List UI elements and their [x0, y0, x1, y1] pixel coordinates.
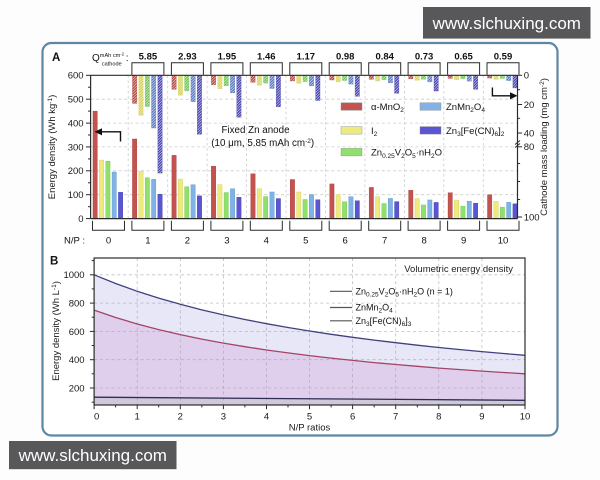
- svg-text:0: 0: [524, 71, 529, 82]
- svg-text:400: 400: [68, 119, 84, 130]
- svg-text:N/P :: N/P :: [64, 236, 85, 247]
- svg-text:300: 300: [68, 142, 84, 153]
- svg-text:9: 9: [461, 236, 466, 247]
- svg-text:Energy density (Wh L-1): Energy density (Wh L-1): [51, 281, 62, 381]
- svg-text:4: 4: [264, 236, 269, 247]
- svg-text:0.65: 0.65: [454, 52, 473, 63]
- svg-text:5: 5: [307, 411, 312, 422]
- svg-text:Cathode mass loading (mg cm-2): Cathode mass loading (mg cm-2): [539, 78, 550, 216]
- svg-text:Energy density (Wh kg-1): Energy density (Wh kg-1): [47, 95, 58, 200]
- svg-text:1: 1: [145, 236, 150, 247]
- svg-text:80: 80: [524, 142, 535, 153]
- svg-text:Zn3[Fe(CN)6]3: Zn3[Fe(CN)6]3: [356, 316, 412, 328]
- svg-text:ZnMn2O4: ZnMn2O4: [356, 303, 394, 315]
- svg-text:2: 2: [185, 236, 190, 247]
- svg-text:I2: I2: [371, 126, 378, 138]
- svg-text:20: 20: [524, 100, 535, 111]
- svg-text:5: 5: [303, 236, 308, 247]
- svg-text:6: 6: [350, 411, 355, 422]
- svg-text:1000: 1000: [63, 270, 84, 281]
- svg-text:B: B: [50, 256, 58, 268]
- svg-text:0.59: 0.59: [494, 52, 513, 63]
- svg-text:Fixed Zn anode: Fixed Zn anode: [221, 125, 290, 136]
- svg-text:600: 600: [69, 327, 85, 338]
- svg-text:1.17: 1.17: [297, 52, 316, 63]
- svg-text:3: 3: [221, 411, 226, 422]
- svg-text:100: 100: [68, 190, 84, 201]
- svg-text:Zn0.25V2O5·nH2O (n = 1): Zn0.25V2O5·nH2O (n = 1): [356, 286, 453, 298]
- svg-text:100: 100: [524, 212, 540, 223]
- svg-text:200: 200: [69, 383, 85, 394]
- svg-text:2: 2: [178, 411, 183, 422]
- svg-text:Zn3[Fe(CN)6]2: Zn3[Fe(CN)6]2: [446, 126, 505, 138]
- svg-text:N/P ratios: N/P ratios: [289, 423, 331, 434]
- svg-text:6: 6: [343, 236, 348, 247]
- svg-text:www.slchuxing.com: www.slchuxing.com: [18, 446, 167, 465]
- svg-text:www.slchuxing.com: www.slchuxing.com: [432, 14, 581, 33]
- svg-text:1.46: 1.46: [257, 52, 276, 63]
- svg-text:ZnMn2O4: ZnMn2O4: [446, 102, 485, 114]
- svg-text:4: 4: [264, 411, 269, 422]
- svg-text:600: 600: [68, 71, 84, 82]
- svg-text:3: 3: [224, 236, 229, 247]
- svg-text:0.84: 0.84: [375, 52, 394, 63]
- svg-text:2.93: 2.93: [178, 52, 197, 63]
- svg-text:0.73: 0.73: [415, 52, 434, 63]
- svg-text:800: 800: [69, 299, 85, 310]
- svg-text:8: 8: [421, 236, 426, 247]
- svg-text:0: 0: [106, 236, 111, 247]
- svg-text:500: 500: [68, 95, 84, 106]
- svg-text:7: 7: [382, 236, 387, 247]
- svg-text:7: 7: [393, 411, 398, 422]
- svg-text:40: 40: [524, 128, 535, 139]
- svg-text:9: 9: [479, 411, 484, 422]
- svg-text:A: A: [52, 52, 60, 64]
- svg-text:5.85: 5.85: [139, 52, 158, 63]
- svg-text:1: 1: [135, 411, 140, 422]
- svg-text:(10 μm, 5.85 mAh cm-2): (10 μm, 5.85 mAh cm-2): [211, 138, 314, 149]
- svg-text:400: 400: [69, 355, 85, 366]
- svg-text:Volumetric energy density: Volumetric energy density: [404, 264, 513, 275]
- svg-text:α-MnO2: α-MnO2: [371, 102, 404, 114]
- svg-text:0.98: 0.98: [336, 52, 355, 63]
- svg-text:8: 8: [436, 411, 441, 422]
- svg-text:0: 0: [78, 214, 83, 225]
- svg-text:0: 0: [94, 411, 99, 422]
- svg-text:10: 10: [498, 236, 509, 247]
- svg-text:10: 10: [520, 411, 531, 422]
- svg-text:1.95: 1.95: [218, 52, 237, 63]
- svg-text:200: 200: [68, 166, 84, 177]
